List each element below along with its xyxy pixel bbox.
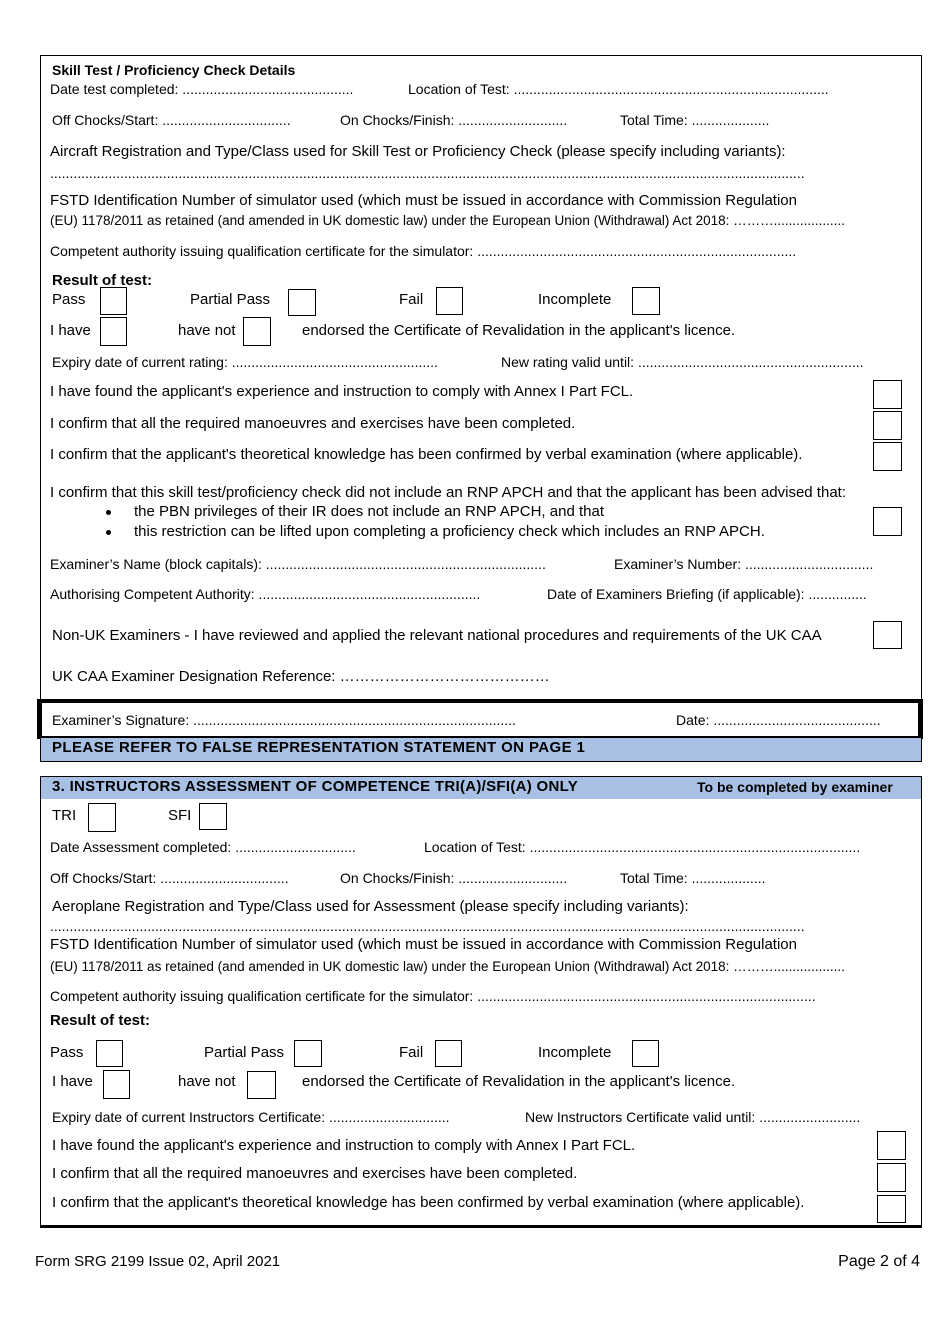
section-frame — [40, 776, 922, 1228]
field: On Chocks/Finish: ......................… — [340, 112, 568, 128]
bullet-text: the PBN privileges of their IR does not … — [134, 503, 604, 520]
field: Aircraft Registration and Type/Class use… — [50, 143, 786, 160]
section-heading: 3. INSTRUCTORS ASSESSMENT OF COMPETENCE … — [52, 778, 579, 795]
checkbox[interactable] — [873, 411, 902, 440]
checkbox[interactable] — [88, 803, 116, 832]
bullet — [106, 510, 111, 515]
field: Authorising Competent Authority: .......… — [50, 586, 481, 602]
checkbox[interactable] — [632, 287, 660, 315]
checkbox[interactable] — [632, 1040, 659, 1067]
checkbox[interactable] — [294, 1040, 322, 1067]
notice: PLEASE REFER TO FALSE REPRESENTATION STA… — [52, 739, 586, 756]
option: Partial Pass — [204, 1044, 285, 1061]
checkbox[interactable] — [877, 1163, 906, 1192]
checkbox[interactable] — [435, 1040, 462, 1067]
checkbox[interactable] — [877, 1131, 906, 1160]
option: Pass — [52, 291, 86, 308]
option: Incomplete — [538, 291, 612, 308]
confirmation: I confirm that this skill test/proficien… — [50, 484, 846, 501]
checkbox[interactable] — [873, 442, 902, 471]
option: Incomplete — [538, 1044, 612, 1061]
field: Date: ..................................… — [676, 712, 881, 728]
confirmation: I confirm that all the required manoeuvr… — [50, 415, 576, 432]
checkbox[interactable] — [436, 287, 463, 315]
field: FSTD Identification Number of simulator … — [50, 192, 797, 209]
field: Examiner’s Signature: ..................… — [52, 712, 516, 728]
option: Fail — [399, 291, 424, 308]
checkbox[interactable] — [96, 1040, 123, 1067]
checkbox[interactable] — [100, 287, 127, 315]
field: Off Chocks/Start: ......................… — [50, 870, 289, 886]
confirmation: I confirm that the applicant's theoretic… — [52, 1194, 805, 1211]
text: endorsed the Certificate of Revalidation… — [302, 1073, 736, 1090]
footer-form: Form SRG 2199 Issue 02, April 2021 — [35, 1253, 281, 1270]
field: Total Time: .................... — [620, 112, 770, 128]
bullet — [106, 530, 111, 535]
field: Total Time: ................... — [620, 870, 766, 886]
field: Competent authority issuing qualificatio… — [50, 243, 797, 259]
field: Examiner’s Number: .....................… — [614, 556, 874, 572]
notice-bar — [40, 738, 922, 762]
section-note: To be completed by examiner — [697, 779, 893, 795]
result-heading: Result of test: — [50, 1012, 151, 1029]
heading: Skill Test / Proficiency Check Details — [52, 62, 296, 78]
field: Aeroplane Registration and Type/Class us… — [52, 898, 689, 915]
option: have not — [178, 322, 236, 339]
confirmation: Non-UK Examiners - I have reviewed and a… — [52, 627, 822, 644]
checkbox[interactable] — [877, 1195, 906, 1223]
dotted-line: ........................................… — [50, 918, 805, 934]
field: Competent authority issuing qualificatio… — [50, 988, 816, 1004]
confirmation: I confirm that the applicant's theoretic… — [50, 446, 803, 463]
checkbox[interactable] — [873, 621, 902, 649]
field: Expiry date of current Instructors Certi… — [52, 1109, 450, 1125]
option: I have — [50, 322, 91, 339]
dotted-line: ........................................… — [50, 165, 805, 181]
field: Date Assessment completed: .............… — [50, 839, 356, 855]
checkbox[interactable] — [100, 317, 127, 346]
field: UK CAA Examiner Designation Reference: …… — [52, 668, 550, 685]
section-header-bar — [41, 777, 921, 799]
option: Partial Pass — [190, 291, 271, 308]
checkbox[interactable] — [873, 507, 902, 536]
field: Date of Examiners Briefing (if applicabl… — [547, 586, 867, 602]
option: SFI — [168, 807, 192, 824]
checkbox[interactable] — [247, 1071, 276, 1099]
field: New Instructors Certificate valid until:… — [525, 1109, 861, 1125]
option: Pass — [50, 1044, 84, 1061]
field: FSTD Identification Number of simulator … — [50, 936, 797, 953]
checkbox[interactable] — [103, 1070, 130, 1099]
option: Fail — [399, 1044, 424, 1061]
bullet-text: this restriction can be lifted upon comp… — [134, 523, 765, 540]
signature-box — [37, 699, 923, 739]
field: Examiner’s Name (block capitals): ......… — [50, 556, 546, 572]
option: have not — [178, 1073, 236, 1090]
option: TRI — [52, 807, 77, 824]
field: Off Chocks/Start: ......................… — [52, 112, 291, 128]
confirmation: I have found the applicant's experience … — [50, 383, 634, 400]
field: Location of Test: ......................… — [408, 81, 829, 97]
field: (EU) 1178/2011 as retained (and amended … — [50, 959, 845, 974]
field: Date test completed: ...................… — [50, 81, 354, 97]
field: On Chocks/Finish: ......................… — [340, 870, 568, 886]
checkbox[interactable] — [199, 803, 227, 830]
checkbox[interactable] — [288, 289, 316, 316]
field: Expiry date of current rating: .........… — [52, 354, 438, 370]
text: endorsed the Certificate of Revalidation… — [302, 322, 736, 339]
result-heading: Result of test: — [52, 272, 153, 289]
field: (EU) 1178/2011 as retained (and amended … — [50, 213, 845, 228]
checkbox[interactable] — [873, 380, 902, 409]
option: I have — [52, 1073, 93, 1090]
confirmation: I have found the applicant's experience … — [52, 1137, 636, 1154]
field: New rating valid until: ................… — [501, 354, 864, 370]
confirmation: I confirm that all the required manoeuvr… — [52, 1165, 578, 1182]
checkbox[interactable] — [243, 317, 271, 346]
footer-page: Page 2 of 4 — [838, 1253, 920, 1270]
field: Location of Test: ......................… — [424, 839, 861, 855]
